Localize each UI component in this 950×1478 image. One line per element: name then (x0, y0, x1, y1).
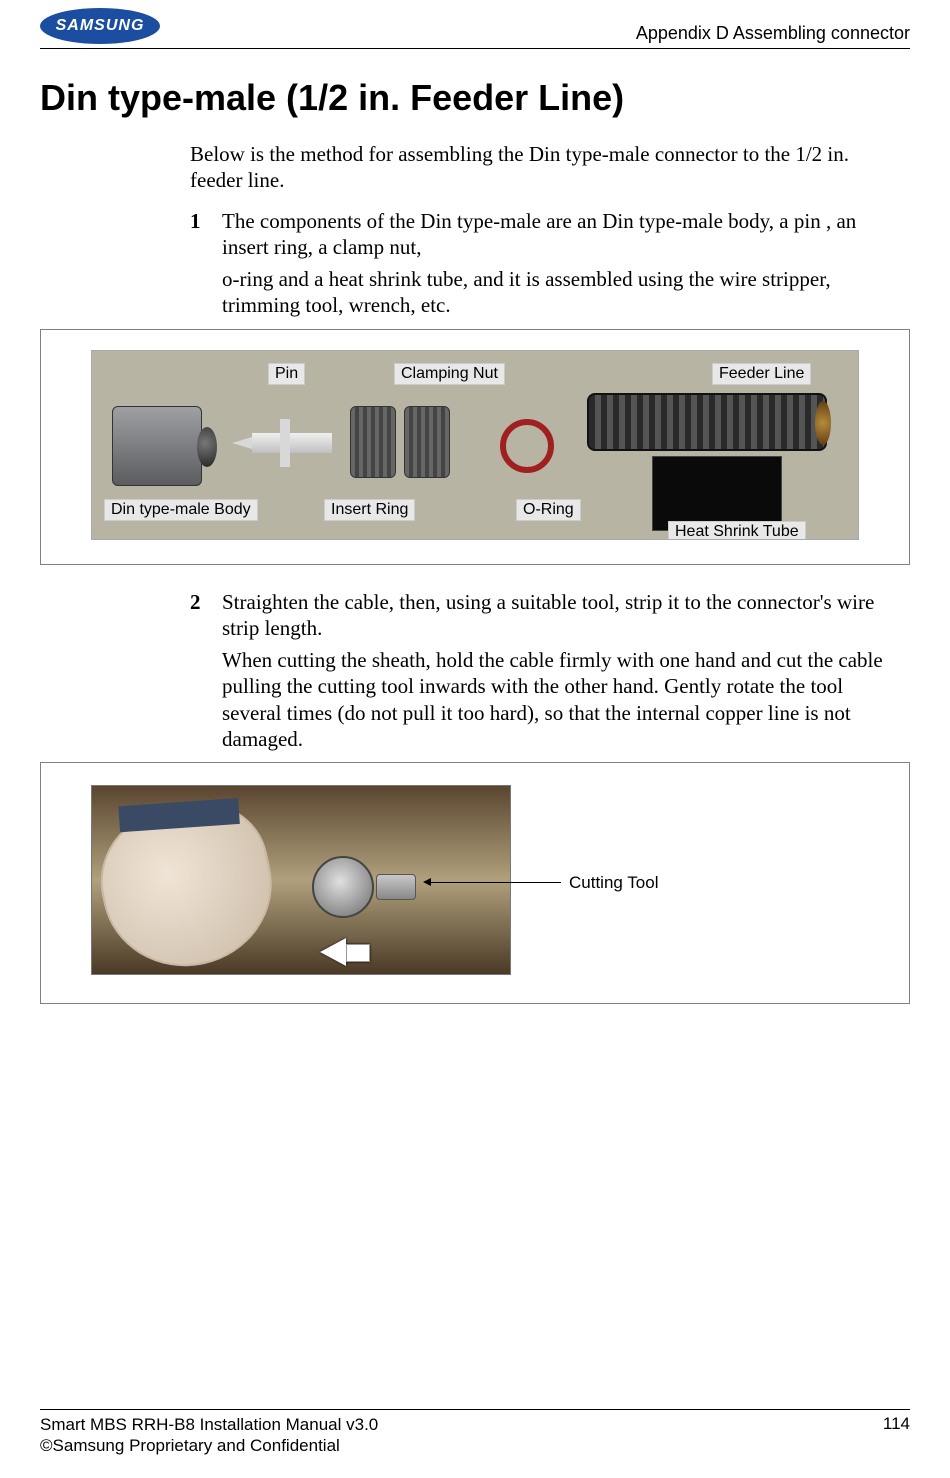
insert-ring-shape (350, 406, 396, 478)
step-number: 2 (190, 589, 222, 642)
figure-1: Pin Clamping Nut Feeder Line Din type-ma… (40, 329, 910, 565)
tool-wheel-shape (312, 856, 374, 918)
label-heat-shrink-tube: Heat Shrink Tube (668, 521, 806, 540)
feeder-line-shape (587, 393, 827, 451)
page-footer: Smart MBS RRH-B8 Installation Manual v3.… (40, 1409, 910, 1457)
label-insert-ring: Insert Ring (324, 499, 415, 521)
figure-2: Cutting Tool (40, 762, 910, 1004)
white-arrow-icon (320, 938, 346, 966)
intro-paragraph: Below is the method for assembling the D… (190, 141, 900, 194)
din-body-shape (112, 406, 202, 486)
samsung-logo: SAMSUNG (40, 8, 180, 44)
label-feeder-line: Feeder Line (712, 363, 811, 385)
step-1: 1 The components of the Din type-male ar… (190, 208, 900, 319)
label-cutting-tool: Cutting Tool (569, 873, 658, 893)
callout-pointer-line (431, 882, 561, 883)
tool-knob-shape (376, 874, 416, 900)
step-text-continue: When cutting the sheath, hold the cable … (222, 647, 900, 752)
footer-confidential: ©Samsung Proprietary and Confidential (40, 1435, 378, 1456)
step-text: The components of the Din type-male are … (222, 208, 900, 261)
label-o-ring: O-Ring (516, 499, 581, 521)
footer-manual-title: Smart MBS RRH-B8 Installation Manual v3.… (40, 1414, 378, 1435)
footer-page-number: 114 (883, 1414, 910, 1434)
appendix-label: Appendix D Assembling connector (636, 23, 910, 44)
figure-1-image: Pin Clamping Nut Feeder Line Din type-ma… (91, 350, 859, 540)
label-clamping-nut: Clamping Nut (394, 363, 505, 385)
clamp-nut-shape (404, 406, 450, 478)
logo-text: SAMSUNG (40, 8, 160, 44)
step-number: 1 (190, 208, 222, 261)
figure-2-image (91, 785, 511, 975)
label-pin: Pin (268, 363, 305, 385)
page-header: SAMSUNG Appendix D Assembling connector (40, 0, 910, 49)
page-title: Din type-male (1/2 in. Feeder Line) (40, 77, 910, 119)
step-text: Straighten the cable, then, using a suit… (222, 589, 900, 642)
step-2: 2 Straighten the cable, then, using a su… (190, 589, 900, 753)
hand-shape (91, 790, 287, 975)
step-text-continue: o-ring and a heat shrink tube, and it is… (222, 266, 900, 319)
label-din-body: Din type-male Body (104, 499, 258, 521)
o-ring-shape (500, 419, 554, 473)
heat-shrink-tube-shape (652, 456, 782, 531)
footer-left: Smart MBS RRH-B8 Installation Manual v3.… (40, 1414, 378, 1457)
pin-shape (252, 433, 332, 453)
cutting-tool-shape (302, 846, 412, 926)
